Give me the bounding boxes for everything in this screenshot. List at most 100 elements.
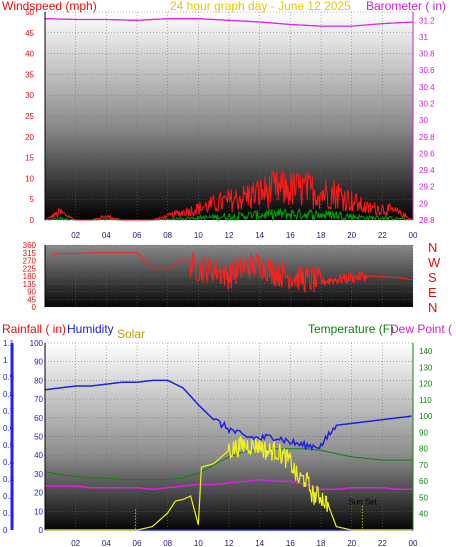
- y-tick-label: 80: [419, 445, 428, 454]
- x-tick-label: 04: [102, 539, 111, 547]
- x-tick-label: 02: [71, 231, 80, 240]
- temperature-tick-labels: 40 50 60 70 80 90 100 110 120 130 140: [419, 347, 433, 519]
- y-tick-label: 40: [25, 50, 34, 59]
- y-tick-label: 5: [30, 195, 35, 204]
- y-tick-label: 70: [34, 395, 43, 404]
- x-tick-label: 16: [286, 539, 295, 547]
- chart-title: 24 hour graph day - June 12 2025: [170, 0, 351, 13]
- y-tick-label: 30.4: [419, 83, 435, 92]
- humidity-temperature-panel: Sun Set 0 0.1 0.2 0.3 0.4 0.5 0.6 0.7 0.8 0.9 1 1.1…: [2, 322, 452, 547]
- x-tick-label: 00: [409, 231, 418, 240]
- x-tick-label: 12: [225, 231, 234, 240]
- compass-label: W: [428, 255, 441, 270]
- y-tick-label: 0.8: [3, 390, 15, 399]
- y-tick-label: 270: [23, 257, 37, 266]
- y-tick-label: 50: [34, 433, 43, 442]
- y-tick-label: 29.2: [419, 183, 435, 192]
- y-tick-label: 0.3: [3, 475, 15, 484]
- x-tick-label: 06: [133, 539, 142, 547]
- y-tick-label: 90: [419, 428, 428, 437]
- y-tick-label: 30: [25, 91, 34, 100]
- x-tick-label: 10: [194, 231, 203, 240]
- y-tick-label: 90: [27, 288, 36, 297]
- y-tick-label: 40: [34, 451, 43, 460]
- y-tick-label: 110: [419, 396, 432, 405]
- compass-label: E: [428, 285, 437, 300]
- y-tick-label: 70: [419, 461, 428, 470]
- temperature-series: [44, 448, 413, 481]
- y-tick-label: 29: [419, 199, 428, 208]
- y-tick-label: 0.9: [3, 373, 15, 382]
- y-tick-label: 100: [419, 412, 433, 421]
- y-tick-label: 225: [23, 264, 37, 273]
- y-tick-label: 10: [34, 507, 43, 516]
- compass-label: S: [428, 270, 437, 285]
- x-tick-label: 08: [163, 539, 172, 547]
- x-tick-labels-top: 02 04 06 08 10 12 14 16 18 20 22 00: [71, 231, 418, 240]
- y-tick-label: 0: [39, 526, 44, 535]
- y-tick-label: 120: [419, 380, 433, 389]
- y-tick-label: 180: [23, 272, 37, 281]
- y-tick-label: 10: [25, 174, 34, 183]
- y-tick-label: 130: [419, 363, 433, 372]
- y-tick-label: 30.8: [419, 50, 435, 59]
- y-tick-label: 360: [23, 241, 37, 250]
- y-tick-label: 31.2: [419, 16, 435, 25]
- x-tick-label: 02: [71, 539, 80, 547]
- y-tick-label: 80: [34, 376, 43, 385]
- y-tick-label: 45: [25, 29, 34, 38]
- y-tick-label: 135: [23, 280, 37, 289]
- temperature-axis-title: Temperature (F): [308, 322, 394, 336]
- x-tick-label: 14: [255, 231, 264, 240]
- barometer-tick-labels: 28.8 29 29.2 29.4 29.6 29.8 30 30.2 30.4 30.6 30.8…: [419, 16, 435, 225]
- y-tick-label: 28.8: [419, 216, 435, 225]
- y-tick-label: 315: [23, 249, 37, 258]
- x-tick-label: 18: [317, 539, 326, 547]
- x-tick-labels-bottom: 02 04 06 08 10 12 14 16 18 20 22 00: [71, 539, 418, 547]
- wind-direction-series: [50, 251, 413, 293]
- y-tick-label: 29.8: [419, 133, 435, 142]
- x-tick-label: 10: [194, 539, 203, 547]
- y-tick-label: 140: [419, 347, 433, 356]
- humidity-tick-labels: 0 10 20 30 40 50 60 70 80 90 100: [30, 339, 44, 535]
- x-tick-label: 18: [317, 231, 326, 240]
- y-tick-label: 60: [419, 477, 428, 486]
- y-tick-label: 50: [25, 8, 34, 17]
- x-tick-label: 14: [255, 539, 264, 547]
- y-tick-label: 60: [34, 414, 43, 423]
- compass-labels: N W S E N: [428, 240, 441, 315]
- x-tick-label: 06: [133, 231, 142, 240]
- x-tick-label: 16: [286, 231, 295, 240]
- gridlines-bottom: [45, 342, 414, 531]
- y-tick-label: 0.6: [3, 424, 15, 433]
- windspeed-series: [44, 170, 413, 221]
- y-tick-label: 1: [3, 356, 8, 365]
- y-tick-label: 0.1: [3, 509, 15, 518]
- y-tick-label: 15: [25, 154, 34, 163]
- y-tick-label: 0.2: [3, 492, 15, 501]
- compass-label: N: [428, 300, 437, 315]
- solar-axis-title: Solar: [117, 327, 145, 341]
- rainfall-tick-labels: 0 0.1 0.2 0.3 0.4 0.5 0.6 0.7 0.8 0.9 1 1.1: [3, 339, 15, 535]
- y-tick-label: 30.6: [419, 66, 435, 75]
- x-tick-label: 00: [409, 539, 418, 547]
- y-tick-label: 40: [419, 510, 428, 519]
- x-tick-label: 12: [225, 539, 234, 547]
- sunset-label: Sun Set: [348, 498, 377, 507]
- y-tick-label: 29.4: [419, 166, 435, 175]
- y-tick-label: 31: [419, 33, 428, 42]
- y-tick-label: 35: [25, 70, 34, 79]
- y-tick-label: 100: [30, 339, 44, 348]
- y-tick-label: 20: [34, 489, 43, 498]
- y-tick-label: 25: [25, 112, 34, 121]
- barometer-axis-title: Barometer ( in): [366, 0, 446, 13]
- y-tick-label: 30: [419, 116, 428, 125]
- y-tick-label: 1.1: [3, 339, 15, 348]
- dew-point-axis-title: Dew Point (: [390, 322, 452, 336]
- y-tick-label: 45: [27, 295, 36, 304]
- windspeed-axis-title: Windspeed (mph): [2, 0, 97, 13]
- x-tick-label: 08: [163, 231, 172, 240]
